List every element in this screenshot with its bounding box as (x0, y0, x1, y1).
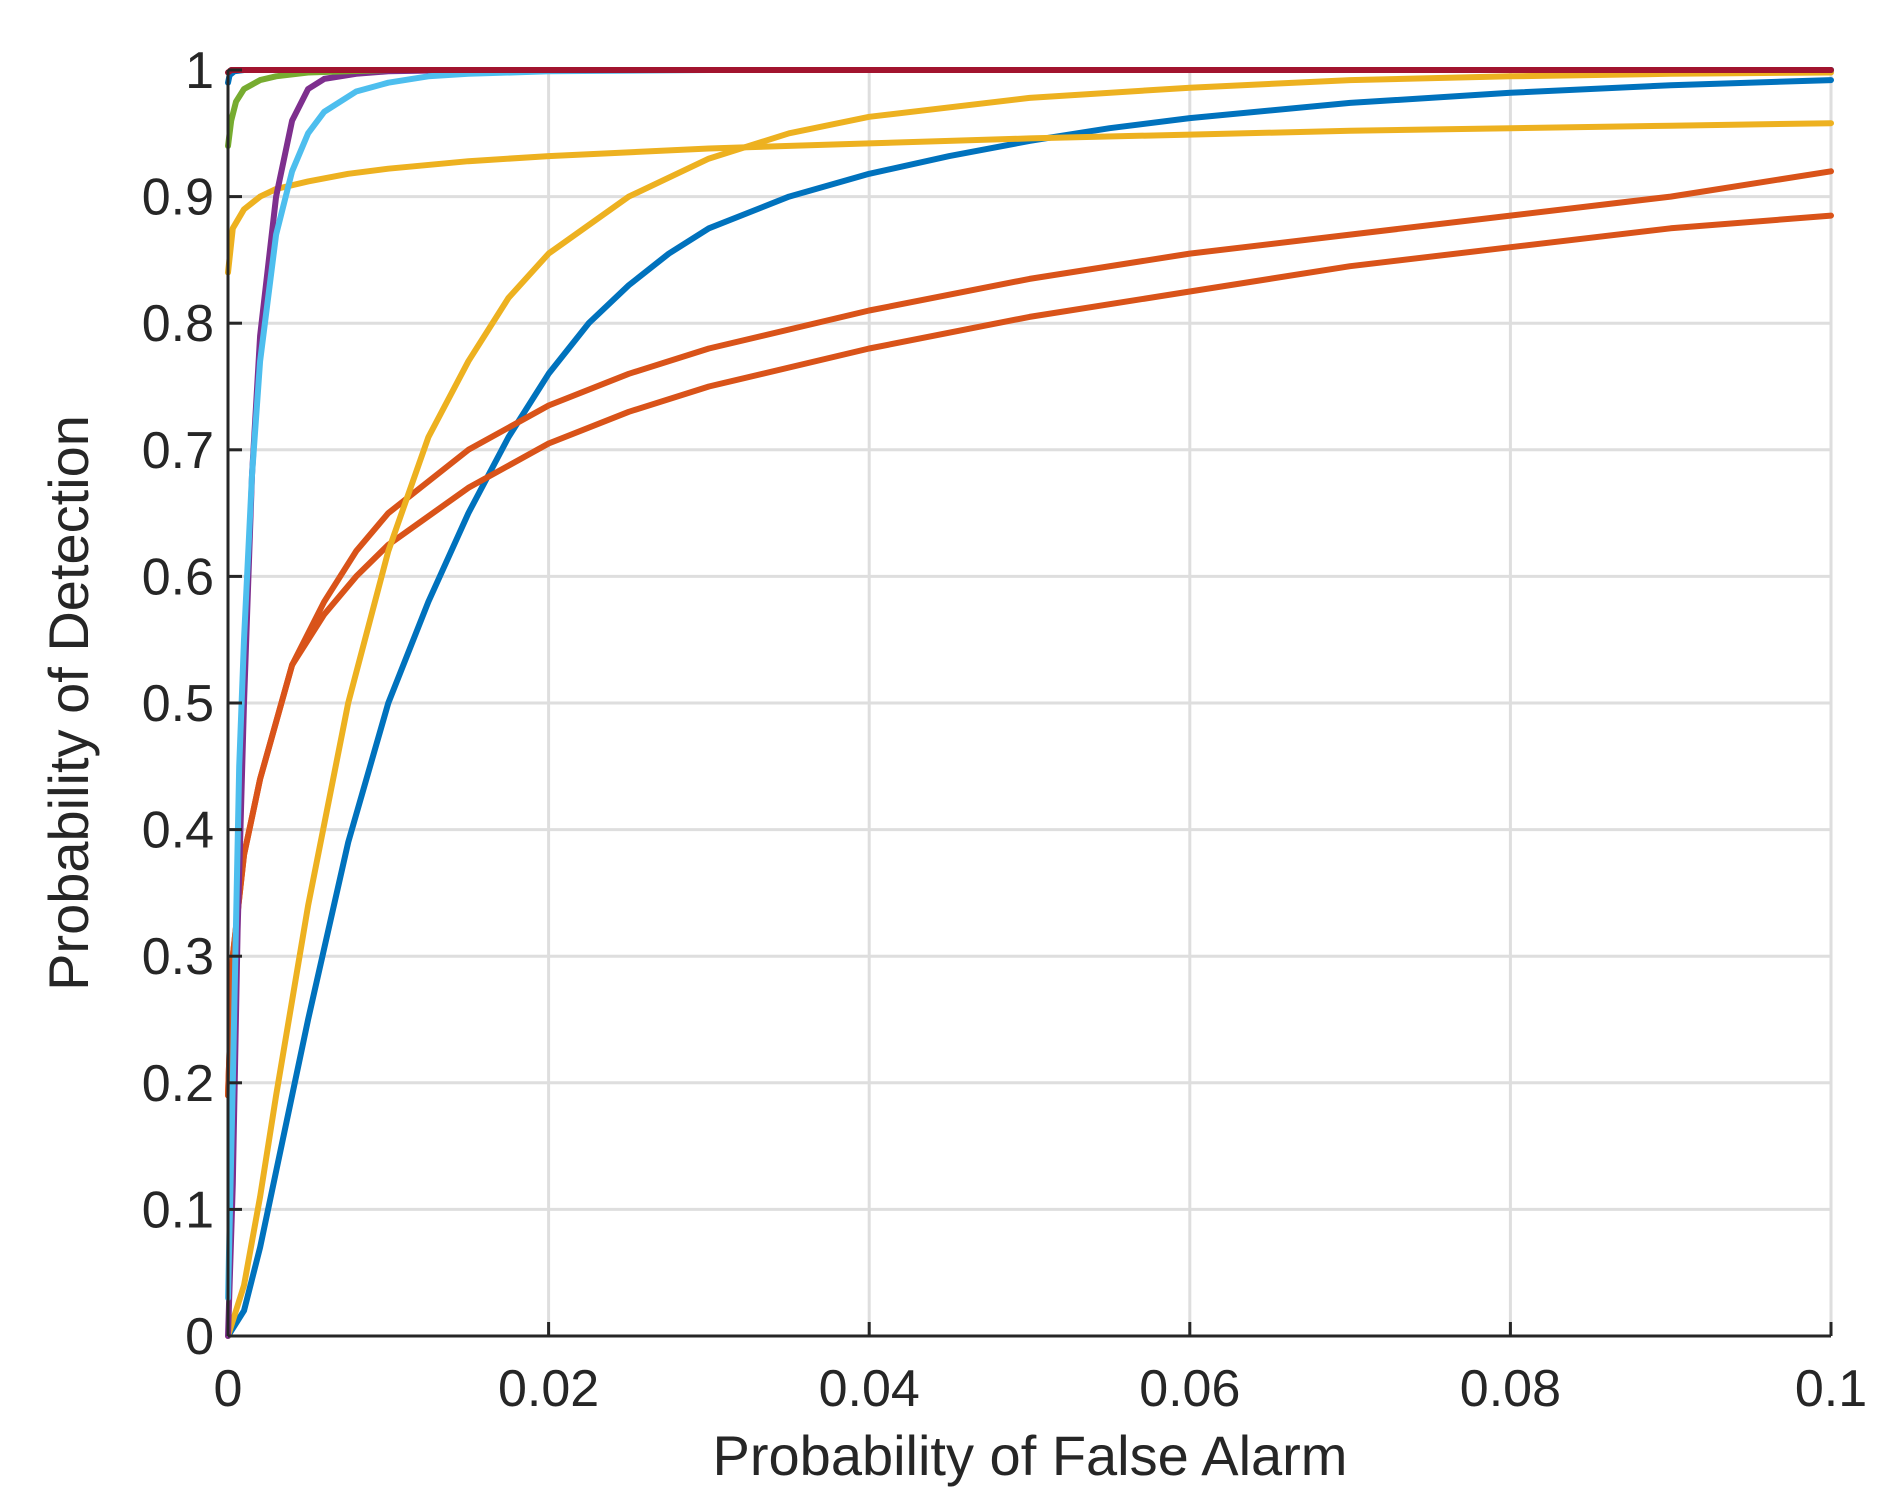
y-tick-label: 0.6 (142, 548, 214, 606)
x-axis-label: Probability of False Alarm (713, 1424, 1348, 1487)
series-line-5 (225, 120, 1834, 276)
x-tick-label: 0.08 (1460, 1360, 1561, 1418)
y-axis-label: Probability of Detection (37, 415, 100, 991)
x-tick-label: 0.02 (498, 1360, 599, 1418)
y-tick-label: 0.1 (142, 1181, 214, 1239)
y-tick-label: 1 (185, 42, 214, 100)
x-tick-label: 0.1 (1795, 1360, 1867, 1418)
y-tick-label: 0.3 (142, 928, 214, 986)
x-tick-label: 0 (214, 1360, 243, 1418)
y-tick-label: 0.2 (142, 1055, 214, 1113)
x-tick-label: 0.06 (1139, 1360, 1240, 1418)
y-tick-label: 0.4 (142, 802, 214, 860)
y-tick-label: 0.9 (142, 169, 214, 227)
series-line-3 (225, 212, 1834, 1099)
tick-labels: 0 0.02 0.04 0.06 0.08 0.1 0 0.1 0.2 0.3 0.4 0.5 0.6 0… (142, 42, 1867, 1418)
y-tick-label: 0 (185, 1308, 214, 1366)
series-line-4 (225, 69, 1834, 1339)
y-tick-label: 0.5 (142, 675, 214, 733)
series-lines (225, 67, 1834, 1339)
x-tick-label: 0.04 (819, 1360, 920, 1418)
axes (226, 68, 1833, 1338)
series-line-10 (225, 67, 1834, 76)
y-tick-label: 0.7 (142, 422, 214, 480)
y-tick-label: 0.8 (142, 295, 214, 353)
series-line-1 (225, 77, 1834, 1339)
